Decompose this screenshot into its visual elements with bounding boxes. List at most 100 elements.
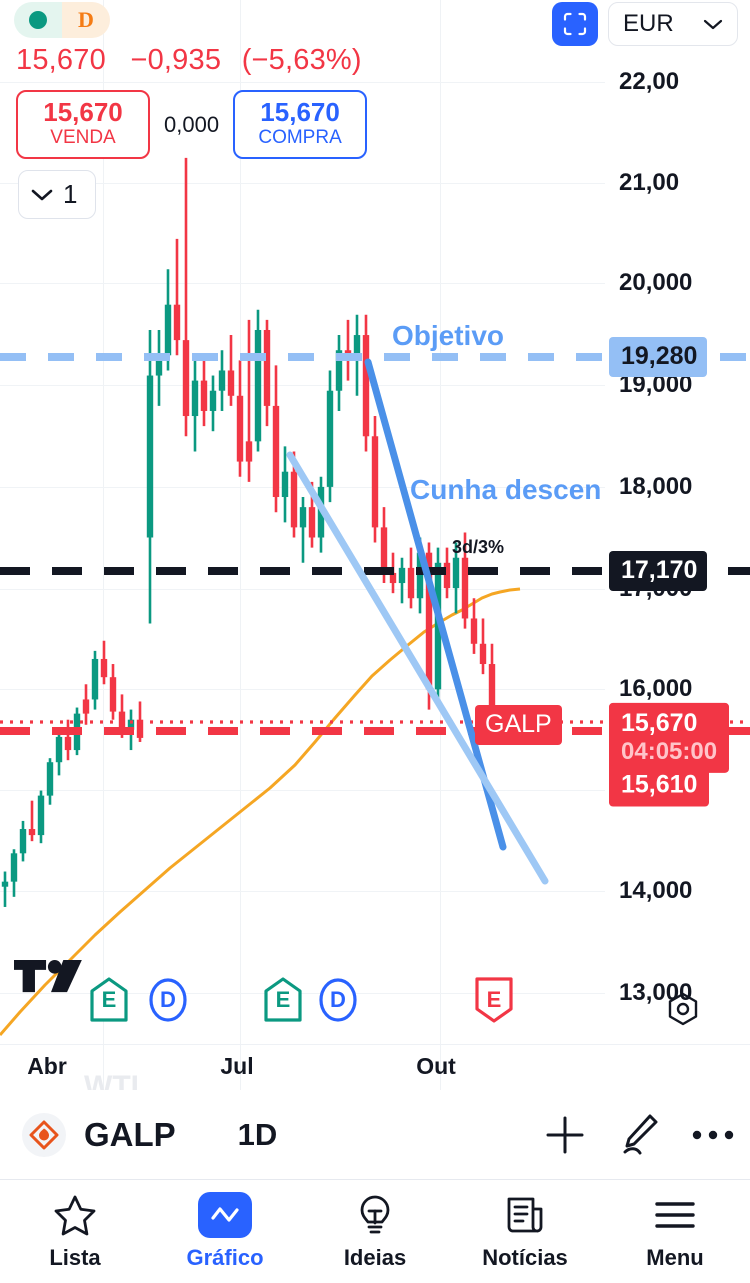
price-scale[interactable]: 22,0021,0020,00019,00018,00017,00016,000… (475, 0, 750, 1090)
chart-area[interactable]: Objetivo Cunha descen 3d/3% D 15,670 −0,… (0, 0, 750, 1090)
candle-body (173, 304, 181, 341)
objetivo-price-tag[interactable]: 19,280 (609, 337, 708, 377)
vertical-gridline (440, 0, 441, 1090)
objetivo-label[interactable]: Objetivo (392, 320, 505, 351)
change-absolute: −0,935 (130, 44, 222, 76)
nav-item-ideias[interactable]: Ideias (300, 1192, 450, 1271)
cunha-descendente-label[interactable]: Cunha descen (410, 474, 602, 505)
candle-body (127, 719, 135, 730)
quantity-selector[interactable]: 1 (18, 170, 97, 219)
sell-price: 15,670 (43, 97, 123, 127)
chevron-down-icon (31, 189, 53, 200)
currency-selector[interactable]: EUR (608, 2, 738, 46)
last-price-value: 15,670 (621, 708, 698, 737)
candle-body (272, 405, 280, 498)
candle-body (10, 853, 18, 882)
candle-body (389, 572, 397, 584)
nav-item-noticias[interactable]: Notícias (450, 1192, 600, 1271)
sell-label: VENDA (50, 126, 116, 148)
toolbar-timeframe[interactable]: 1D (237, 1117, 278, 1152)
quantity-value: 1 (63, 179, 78, 209)
event-marker-earnings[interactable]: E (473, 976, 515, 1024)
fullscreen-icon (563, 12, 587, 36)
spread-value: 0,000 (164, 111, 220, 137)
earnings-marker-icon (90, 977, 128, 1022)
buy-button[interactable]: 15,670 COMPRA (233, 90, 368, 160)
candle-body (407, 567, 415, 599)
dividend-marker-icon (149, 978, 187, 1022)
candle-body (416, 552, 424, 599)
fullscreen-button[interactable] (552, 2, 598, 46)
symbol-price-line-tag[interactable]: GALP (475, 705, 562, 745)
plus-icon (546, 1116, 584, 1154)
lightbulb-icon (353, 1192, 397, 1238)
nav-label-ideias: Ideias (343, 1245, 407, 1270)
bottom-navigation[interactable]: Lista Gráfico (0, 1180, 750, 1283)
add-indicator-button[interactable] (528, 1112, 602, 1158)
candle-body (91, 658, 99, 700)
event-marker-letter: E (275, 987, 291, 1012)
horizontal-gridline (0, 183, 605, 184)
chart-line-icon (198, 1192, 252, 1238)
event-marker-dividend[interactable]: D (147, 976, 189, 1024)
time-axis[interactable]: Abr Jul Out (0, 1044, 750, 1090)
candle-body (191, 380, 199, 417)
resistance-price-tag[interactable]: 17,170 (609, 551, 708, 591)
candle-body (281, 471, 289, 498)
toolbar-symbol[interactable]: GALP (84, 1116, 176, 1153)
price-tick: 18,000 (619, 473, 693, 500)
candle-body (308, 507, 316, 538)
candle-body (479, 643, 487, 665)
chart-settings-button[interactable] (662, 988, 704, 1030)
price-tick: 21,00 (619, 169, 680, 196)
nav-item-lista[interactable]: Lista (0, 1192, 150, 1271)
candle-body (109, 677, 117, 712)
candle-body (245, 441, 253, 462)
candle-body (299, 507, 307, 528)
candle-body (146, 375, 154, 538)
more-horizontal-icon (692, 1130, 734, 1140)
measure-label[interactable]: 3d/3% (452, 537, 505, 557)
event-marker-earnings[interactable]: E (262, 976, 304, 1024)
market-open-dot (29, 11, 47, 29)
nav-label-lista: Lista (49, 1245, 101, 1270)
price-tick: 16,000 (619, 675, 693, 702)
trendline-cunha-inferior[interactable] (286, 451, 549, 885)
buy-label: COMPRA (258, 126, 342, 148)
event-marker-letter: E (101, 987, 117, 1012)
nav-label-noticias: Notícias (482, 1245, 568, 1270)
horizontal-gridline (0, 891, 605, 892)
candle-body (1, 881, 9, 887)
event-marker-letter: D (160, 987, 176, 1012)
price-tick: 20,000 (619, 269, 693, 296)
event-marker-earnings[interactable]: E (88, 976, 130, 1024)
candle-body (227, 370, 235, 396)
candle-body (362, 335, 370, 437)
trendline-cunha-superior[interactable] (364, 358, 507, 851)
candle-body (326, 390, 334, 487)
previous-close-tag[interactable]: 15,610 (609, 765, 710, 807)
candle-series (1, 157, 496, 907)
drawing-tools-button[interactable] (602, 1111, 676, 1159)
nav-item-grafico[interactable]: Gráfico (150, 1192, 300, 1271)
symbol-toolbar[interactable]: GALP 1D (0, 1090, 750, 1180)
candle-body (461, 557, 469, 619)
nav-label-grafico: Gráfico (186, 1245, 264, 1270)
sell-button[interactable]: 15,670 VENDA (16, 90, 150, 160)
horizontal-gridline (0, 487, 605, 488)
change-percent: (−5,63%) (241, 44, 362, 76)
candle-body (136, 719, 144, 738)
galp-logo-icon (22, 1113, 66, 1157)
candle-body (19, 829, 27, 854)
last-price-tag[interactable]: 15,670 04:05:00 (609, 702, 730, 774)
event-marker-dividend[interactable]: D (317, 976, 359, 1024)
more-options-button[interactable] (676, 1126, 750, 1144)
nav-item-menu[interactable]: Menu (600, 1192, 750, 1271)
candle-body (380, 527, 388, 573)
dividend-marker-icon (319, 978, 357, 1022)
session-interval-badge[interactable]: D (14, 2, 110, 38)
chart-settings-icon (668, 992, 698, 1026)
time-tick-label: Abr (27, 1053, 67, 1079)
vertical-gridline (103, 0, 104, 1090)
